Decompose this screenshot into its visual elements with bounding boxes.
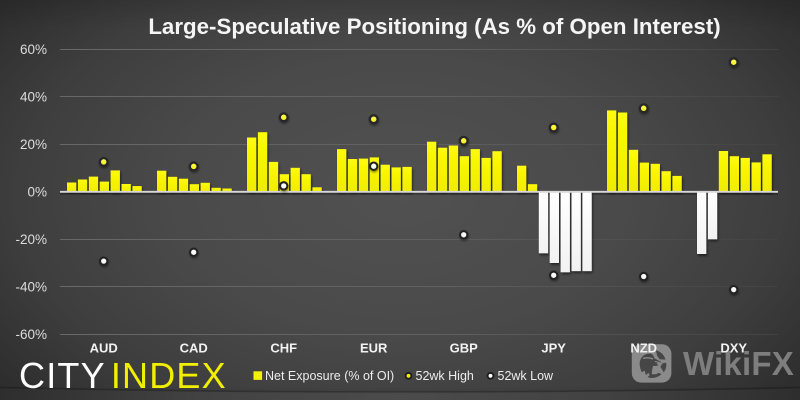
svg-text:Net Exposure (% of OI): Net Exposure (% of OI) — [265, 369, 394, 383]
svg-text:DXY: DXY — [720, 341, 747, 356]
svg-text:40%: 40% — [20, 90, 47, 105]
svg-text:0%: 0% — [27, 185, 47, 200]
svg-text:EUR: EUR — [360, 341, 388, 356]
svg-text:52wk High: 52wk High — [416, 369, 474, 383]
svg-text:AUD: AUD — [90, 341, 118, 356]
svg-text:CHF: CHF — [270, 341, 297, 356]
svg-text:60%: 60% — [20, 42, 47, 57]
svg-text:JPY: JPY — [541, 341, 566, 356]
svg-text:20%: 20% — [20, 137, 47, 152]
svg-text:-40%: -40% — [15, 280, 47, 295]
svg-text:-60%: -60% — [15, 327, 47, 342]
svg-text:52wk Low: 52wk Low — [498, 369, 555, 383]
svg-text:-20%: -20% — [15, 232, 47, 247]
svg-text:CAD: CAD — [180, 341, 208, 356]
svg-text:NZD: NZD — [630, 341, 657, 356]
svg-text:GBP: GBP — [450, 341, 479, 356]
